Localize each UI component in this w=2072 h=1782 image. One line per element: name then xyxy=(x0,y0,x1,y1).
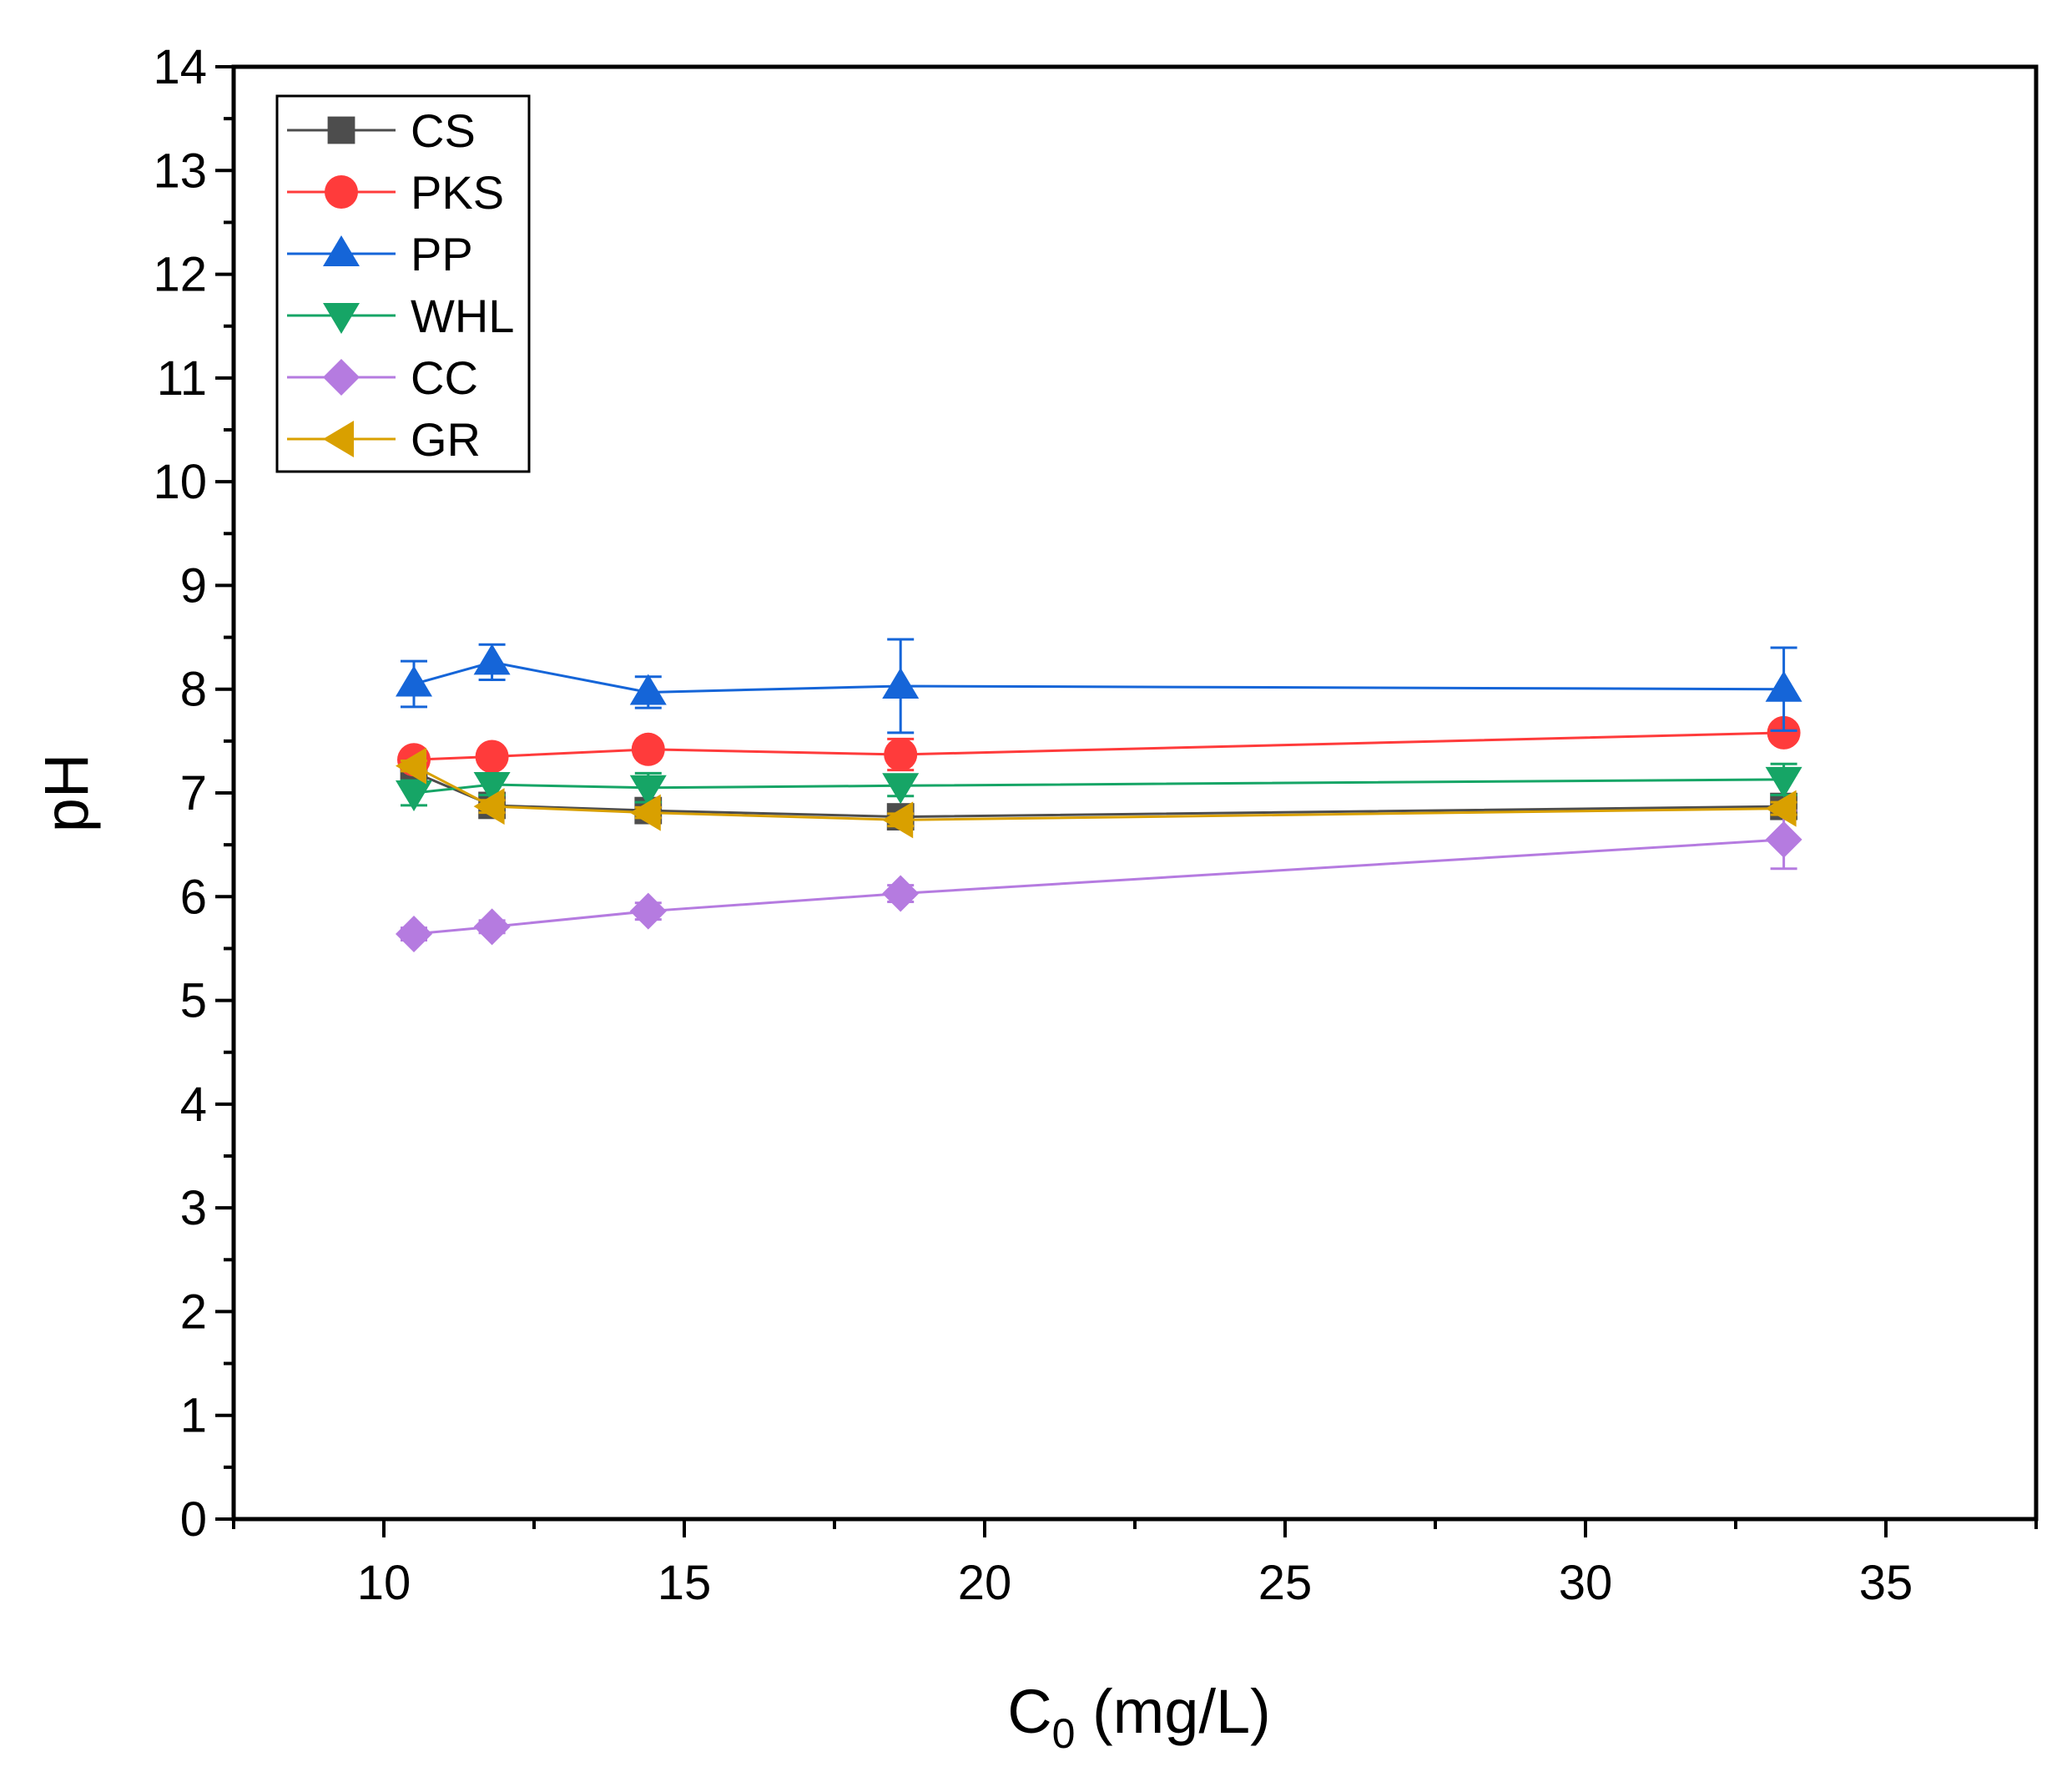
x-tick-label: 25 xyxy=(1258,1556,1313,1610)
data-point-pks xyxy=(631,732,665,766)
x-tick-label: 15 xyxy=(658,1556,712,1610)
x-axis-title: C0 (mg/L) xyxy=(1007,1677,1271,1757)
series-pp xyxy=(396,638,1802,735)
data-point-cc xyxy=(396,916,432,953)
data-point-whl xyxy=(473,772,511,804)
legend-entry-cc: CC xyxy=(287,351,478,404)
legend-entry-gr: GR xyxy=(287,413,481,466)
legend-marker-cc xyxy=(323,359,360,396)
data-point-pp xyxy=(882,667,920,699)
plot-frame xyxy=(231,64,2039,1522)
data-point-pks xyxy=(475,740,509,774)
data-point-pp xyxy=(629,674,667,705)
legend-entry-cs: CS xyxy=(287,104,476,157)
x-axis-title-main: C xyxy=(1007,1677,1051,1746)
series-group xyxy=(396,638,1802,953)
data-point-gr xyxy=(882,801,914,839)
x-tick-label: 20 xyxy=(958,1556,1012,1610)
data-point-cc xyxy=(629,892,667,930)
y-tick-label: 14 xyxy=(153,40,207,94)
legend-label-cc: CC xyxy=(411,351,478,404)
series-gr xyxy=(396,747,1797,839)
y-tick-label: 2 xyxy=(180,1285,207,1339)
y-tick-label: 4 xyxy=(180,1078,207,1132)
data-point-pks xyxy=(1767,715,1801,750)
data-point-pp xyxy=(1765,670,1802,702)
legend-label-gr: GR xyxy=(411,413,481,466)
legend-marker-cs xyxy=(327,116,355,144)
data-point-whl xyxy=(396,780,432,811)
y-tick-label: 13 xyxy=(153,144,207,198)
legend-label-cs: CS xyxy=(411,104,476,157)
data-point-pp xyxy=(396,665,432,697)
y-tick-label: 10 xyxy=(153,455,207,509)
data-point-cc xyxy=(882,875,920,912)
data-point-pks xyxy=(884,738,918,772)
legend-marker-gr xyxy=(323,421,354,457)
y-tick-label: 0 xyxy=(180,1492,207,1547)
legend-entry-pks: PKS xyxy=(287,166,504,219)
legend: CS PKS PP WHL CC GR xyxy=(275,94,531,473)
y-tick-label: 3 xyxy=(180,1181,207,1235)
y-tick-label: 6 xyxy=(180,870,207,924)
y-tick-label: 1 xyxy=(180,1389,207,1443)
x-tick-label: 30 xyxy=(1559,1556,1613,1610)
y-tick-label: 11 xyxy=(157,351,207,406)
x-tick-label: 10 xyxy=(357,1556,411,1610)
series-cc xyxy=(396,809,1802,953)
data-point-whl xyxy=(629,775,667,806)
legend-label-pks: PKS xyxy=(411,166,504,219)
x-axis-title-units: (mg/L) xyxy=(1075,1677,1270,1746)
y-tick-label: 9 xyxy=(180,558,207,613)
y-tick-label: 7 xyxy=(180,766,207,820)
legend-marker-whl xyxy=(323,303,360,334)
y-tick-label: 5 xyxy=(180,974,207,1028)
y-tick-label: 8 xyxy=(180,663,207,717)
series-whl xyxy=(396,762,1802,811)
data-point-gr xyxy=(1765,790,1797,827)
legend-entry-pp: PP xyxy=(287,228,473,280)
x-axis-title-subscript: 0 xyxy=(1052,1710,1076,1757)
legend-marker-pp xyxy=(323,235,360,266)
legend-entry-whl: WHL xyxy=(287,290,514,342)
legend-box xyxy=(275,94,531,473)
x-tick-label: 35 xyxy=(1859,1556,1913,1610)
data-point-cc xyxy=(1765,820,1802,858)
legend-label-whl: WHL xyxy=(411,290,514,342)
legend-label-pp: PP xyxy=(411,228,473,280)
legend-marker-pks xyxy=(325,175,358,209)
y-axis-title: pH xyxy=(32,754,101,833)
y-tick-label: 12 xyxy=(153,248,207,302)
data-point-pp xyxy=(473,644,511,675)
data-point-gr xyxy=(396,747,426,785)
data-point-whl xyxy=(882,773,920,805)
data-point-gr xyxy=(473,788,505,825)
data-point-whl xyxy=(1765,766,1802,798)
data-point-gr xyxy=(629,794,661,831)
data-point-cc xyxy=(473,908,511,946)
